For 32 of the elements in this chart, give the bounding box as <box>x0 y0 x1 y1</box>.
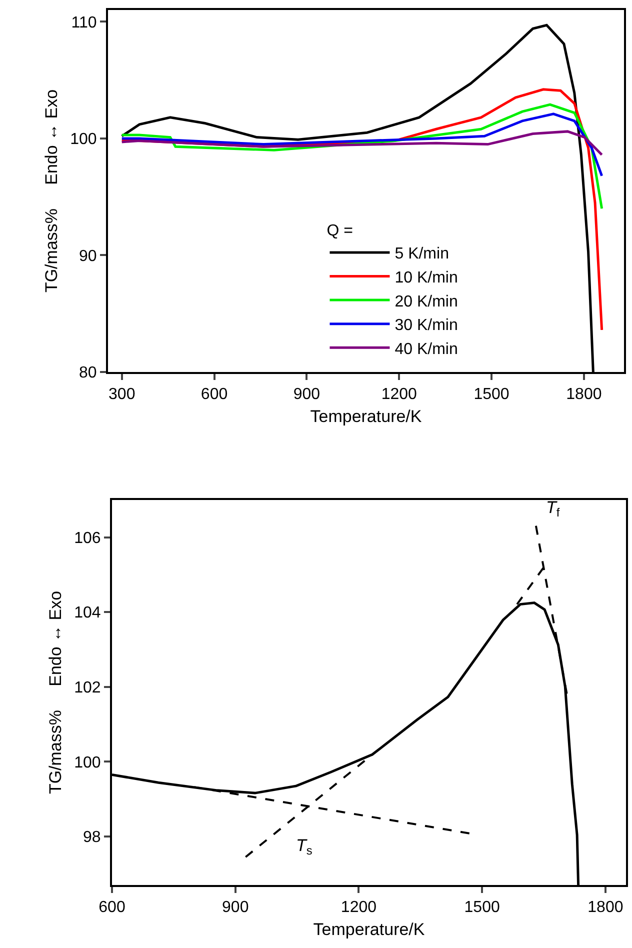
y-tick-label: 90 <box>79 248 97 265</box>
x-tick-label: 300 <box>108 386 136 404</box>
legend-label: 5 K/min <box>394 246 449 263</box>
x-tick-label: 900 <box>222 899 249 916</box>
y-axis-title: TG/mass% Endo ↔ Exo <box>42 89 62 293</box>
y-tick-label: 106 <box>74 530 101 547</box>
x-tick-label: 600 <box>200 386 228 404</box>
series-label: T$_{s}$ <box>296 836 312 858</box>
x-tick-label: 1500 <box>474 386 510 404</box>
legend-title: Q = <box>326 222 353 240</box>
x-tick-label: 1200 <box>381 386 418 404</box>
y-tick-label: 80 <box>79 364 97 382</box>
legend-label: 10 K/min <box>394 270 458 286</box>
x-axis-title: Temperature/K <box>310 407 422 426</box>
x-tick-label: 600 <box>98 899 126 916</box>
y-tick-label: 100 <box>70 131 97 148</box>
x-tick-label: 1200 <box>340 899 377 916</box>
legend-label: 40 K/min <box>394 340 458 358</box>
x-tick-label: 1800 <box>566 386 602 404</box>
y-tick-label: 98 <box>83 829 101 846</box>
series-label: T$_{f}$ <box>546 498 560 520</box>
y-tick-label: 110 <box>71 14 97 32</box>
legend-label: 20 K/min <box>394 293 458 310</box>
y-axis-title: TG/mass% Endo ↔ Exo <box>46 590 66 794</box>
x-tick-label: 1500 <box>464 899 500 916</box>
legend-label: 30 K/min <box>394 317 458 334</box>
x-axis-title: Temperature/K <box>313 920 426 940</box>
x-tick-label: 900 <box>293 386 320 404</box>
y-tick-label: 104 <box>74 604 101 622</box>
x-tick-label: 1800 <box>588 899 624 916</box>
y-tick-label: 100 <box>74 754 101 772</box>
y-tick-label: 102 <box>74 679 101 696</box>
